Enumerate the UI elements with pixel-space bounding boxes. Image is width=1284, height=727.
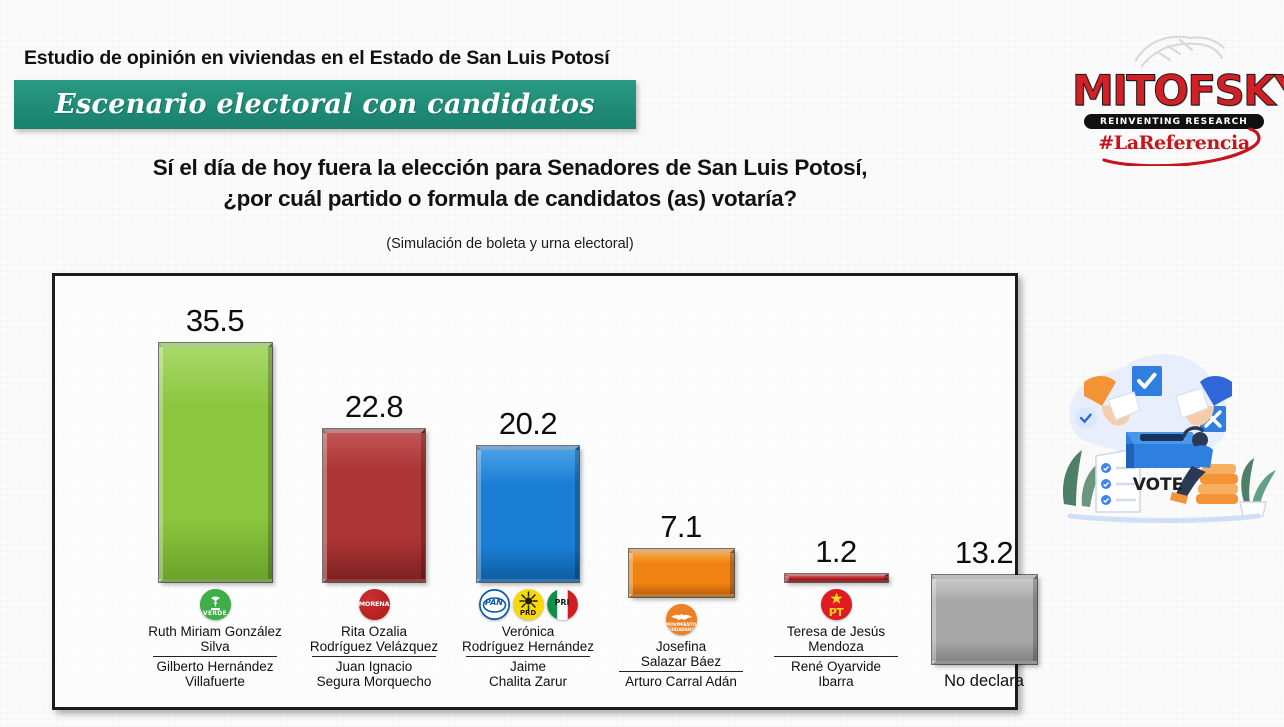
movimiento-ciudadano-logo: MOVIMIENTO CIUDADANO [665, 603, 697, 635]
candidate-primary: Rita Ozalia Rodríguez Velázquez [309, 624, 439, 654]
swoosh-icon [1102, 127, 1261, 166]
bar-value-label: 1.2 [815, 533, 857, 569]
bar-rect [476, 445, 580, 583]
bar-column: 22.8 MORENA Rita Ozalia Rodríguez Velázquez… [274, 391, 474, 689]
logo-wordmark: MITOFSKY [1072, 66, 1284, 116]
candidate-secondary: Juan Ignacio Segura Morquecho [316, 659, 432, 689]
party-logo-group: VERDE [199, 587, 231, 621]
question-line-2: ¿por cuál partido o formula de candidato… [223, 186, 797, 211]
bar-column: 7.1 MOVIMIENTO CIUDADANO Josefina Salazar Bá… [581, 511, 781, 689]
bar-value-label: 7.1 [660, 509, 702, 545]
vote-label: VOTE [1133, 475, 1184, 495]
candidate-names: Rita Ozalia Rodríguez Velázquez Juan Ignac… [274, 624, 474, 689]
party-logo-group: MORENA [358, 587, 390, 621]
morena-logo: MORENA [358, 588, 390, 620]
eagle-icon [1134, 35, 1226, 68]
pri-logo: PRI [546, 588, 578, 620]
logo-hashtag: #LaReferencia [1098, 132, 1250, 154]
candidate-divider [774, 656, 898, 657]
bar-rect [930, 574, 1038, 665]
candidate-divider [466, 656, 590, 657]
candidate-primary: Ruth Miriam González Silva [148, 624, 282, 654]
candidate-names: Teresa de Jesús Mendoza René Oyarvide Ibarr… [736, 624, 936, 689]
candidate-primary: Teresa de Jesús Mendoza [786, 624, 886, 654]
bar-value-label: 20.2 [498, 406, 558, 442]
candidate-names: Ruth Miriam González Silva Gilberto Hernán… [115, 624, 315, 689]
bar-rect [322, 427, 426, 584]
pt-logo: PT [820, 588, 852, 620]
question-note: (Simulación de boleta y urna electoral) [386, 236, 634, 252]
candidate-names: Verónica Rodríguez Hernández Jaime Chalita … [428, 624, 628, 689]
candidate-secondary: Arturo Carral Adán [625, 674, 737, 689]
bar-value-label: 22.8 [344, 388, 404, 424]
voting-illustration: VOTE [1062, 354, 1276, 523]
bar-chart: 35.5 VERDE Ruth Miriam González Silva Gilber… [52, 273, 1038, 710]
bar-column: 35.5 VERDE Ruth Miriam González Silva Gilber… [115, 305, 315, 689]
candidate-divider [619, 671, 743, 672]
party-logo-group: PT [820, 587, 852, 621]
candidate-names: Josefina Salazar Báez Arturo Carral Adán [581, 639, 781, 689]
prd-logo: PRD [512, 588, 544, 620]
candidate-primary: Verónica Rodríguez Hernández [461, 624, 595, 654]
scenario-banner: Escenario electoral con candidatos [14, 80, 636, 129]
category-label: No declara [944, 672, 1024, 690]
logo-tagline: REINVENTING RESEARCH [1100, 116, 1248, 127]
candidate-secondary: René Oyarvide Ibarra [790, 659, 882, 689]
verde-logo: VERDE [199, 588, 231, 620]
candidate-divider [312, 656, 436, 657]
bar-value-label: 35.5 [185, 303, 245, 339]
mitofsky-logo: MITOFSKY REINVENTING RESEARCH #LaReferen… [1072, 28, 1284, 176]
party-logo-group: MOVIMIENTO CIUDADANO [665, 602, 697, 636]
bar-rect [627, 548, 735, 598]
scenario-banner-label: Escenario electoral con candidatos [55, 89, 595, 120]
candidate-primary: Josefina Salazar Báez [640, 639, 722, 669]
logo-tagline-bar: REINVENTING RESEARCH [1084, 114, 1264, 129]
bar-rect [783, 572, 889, 584]
question-line-1: Sí el día de hoy fuera la elección para … [152, 155, 868, 180]
bar-column: 20.2 PAN PRD PRI Verónica Rodríguez Hernández… [428, 408, 628, 689]
party-logo-group: PAN PRD PRI [478, 587, 578, 621]
pan-logo: PAN [478, 588, 510, 620]
bar-value-label: 13.2 [954, 535, 1014, 571]
bar-column: 1.2 PT Teresa de Jesús Mendoza René Oyarvide… [736, 536, 936, 689]
question-block: Sí el día de hoy fuera la elección para … [0, 152, 1020, 214]
candidate-secondary: Gilberto Hernández Villafuerte [156, 659, 274, 689]
bar-column: 13.2 No declara [884, 537, 1084, 691]
candidate-secondary: Jaime Chalita Zarur [488, 659, 568, 689]
study-title: Estudio de opinión en viviendas en el Es… [24, 47, 610, 69]
bar-rect [157, 342, 273, 583]
candidate-divider [153, 656, 277, 657]
